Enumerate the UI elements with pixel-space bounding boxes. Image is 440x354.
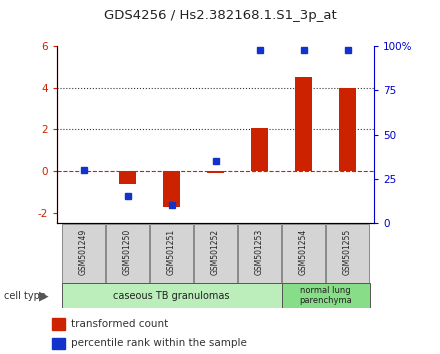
Text: GSM501250: GSM501250 xyxy=(123,229,132,275)
Bar xyxy=(207,171,224,173)
FancyBboxPatch shape xyxy=(62,224,105,282)
Text: GSM501252: GSM501252 xyxy=(211,229,220,275)
Text: transformed count: transformed count xyxy=(71,319,169,329)
FancyBboxPatch shape xyxy=(326,224,369,282)
Bar xyxy=(339,88,356,171)
FancyBboxPatch shape xyxy=(194,224,237,282)
Text: GSM501249: GSM501249 xyxy=(79,229,88,275)
Bar xyxy=(251,128,268,171)
FancyBboxPatch shape xyxy=(106,224,149,282)
FancyBboxPatch shape xyxy=(150,224,193,282)
FancyBboxPatch shape xyxy=(282,224,325,282)
Text: ▶: ▶ xyxy=(39,290,48,303)
Text: GSM501253: GSM501253 xyxy=(255,229,264,275)
FancyBboxPatch shape xyxy=(62,283,282,308)
Bar xyxy=(163,171,180,207)
Bar xyxy=(52,318,65,330)
Bar xyxy=(295,77,312,171)
Bar xyxy=(119,171,136,184)
Text: normal lung
parenchyma: normal lung parenchyma xyxy=(299,286,352,305)
Bar xyxy=(52,338,65,349)
Text: caseous TB granulomas: caseous TB granulomas xyxy=(114,291,230,301)
FancyBboxPatch shape xyxy=(238,224,281,282)
Text: cell type: cell type xyxy=(4,291,46,301)
Text: GDS4256 / Hs2.382168.1.S1_3p_at: GDS4256 / Hs2.382168.1.S1_3p_at xyxy=(104,9,336,22)
Text: GSM501255: GSM501255 xyxy=(343,229,352,275)
FancyBboxPatch shape xyxy=(282,283,370,308)
Text: GSM501251: GSM501251 xyxy=(167,229,176,275)
Text: GSM501254: GSM501254 xyxy=(299,229,308,275)
Text: percentile rank within the sample: percentile rank within the sample xyxy=(71,338,247,348)
